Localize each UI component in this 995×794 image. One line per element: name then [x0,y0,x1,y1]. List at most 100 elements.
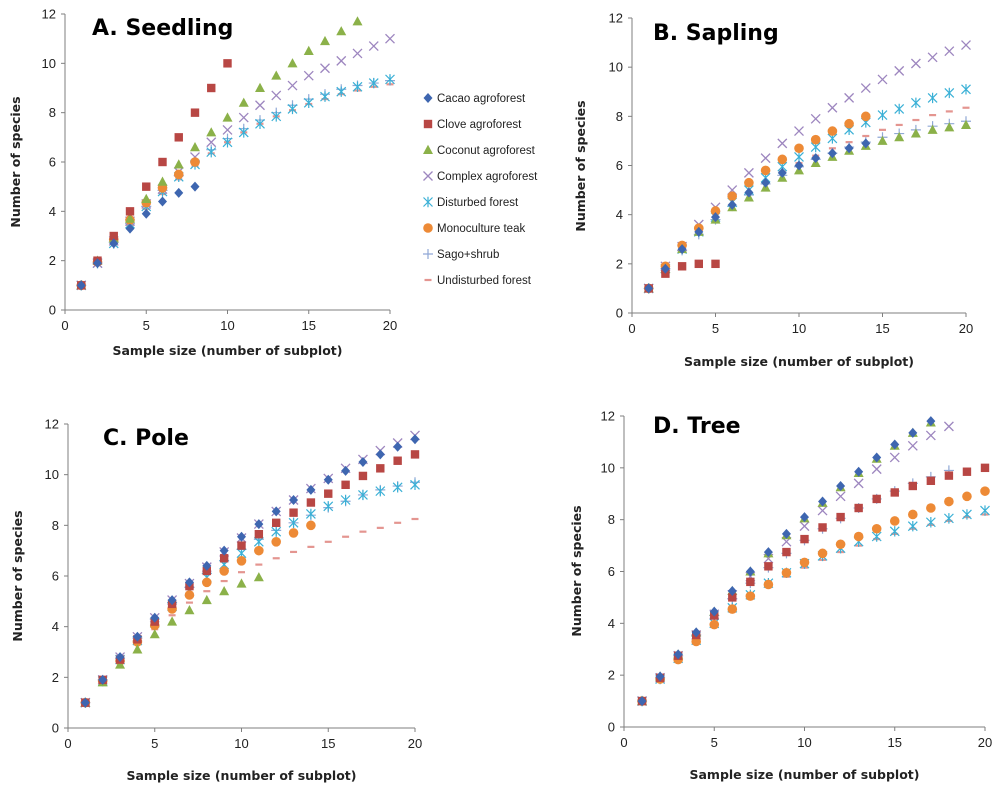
data-point [173,159,184,169]
data-point [287,80,298,91]
data-point [190,181,200,192]
data-point [926,416,936,427]
data-point [76,280,86,291]
data-point [158,157,167,167]
data-point [728,593,737,602]
data-point [323,501,334,512]
data-point [393,441,403,452]
series-complex-agroforest [643,40,971,294]
data-point [677,262,687,271]
data-point [238,112,249,123]
y-tick-label: 12 [45,417,59,432]
data-point [303,45,314,55]
legend-label: Sago+shrub [437,249,499,261]
x-tick-label: 10 [234,736,248,751]
series-complex-agroforest [637,421,954,707]
data-point [190,142,200,152]
data-point [237,531,246,542]
y-axis-title: Number of species [569,505,584,636]
data-point [961,119,971,129]
data-point [908,509,918,520]
data-point [219,566,229,576]
data-point [961,84,971,95]
data-point [289,495,299,505]
series-undisturbed-forest [77,83,394,287]
data-point [925,430,936,441]
x-tick-label: 20 [959,321,973,336]
data-point [743,167,754,178]
series-sago-shrub [80,477,420,708]
series-sago-shrub [637,465,954,707]
x-tick-label: 5 [143,318,150,333]
data-point [254,545,264,556]
series-disturbed-forest [637,505,990,707]
x-tick-label: 15 [875,321,889,336]
data-point [238,127,249,138]
series-undisturbed-forest [638,513,989,703]
data-point [184,577,194,588]
legend-marker [423,144,433,154]
x-tick-label: 0 [628,321,635,336]
data-point [393,456,402,465]
data-point [927,92,938,104]
data-point [255,100,265,111]
data-point [141,208,151,219]
data-point [219,554,229,563]
y-tick-label: 8 [49,105,56,120]
panel-title: B. Sapling [653,21,779,46]
legend-label: Coconut agroforest [437,145,536,157]
x-axis-title: Sample size (number of subplot) [689,767,919,782]
x-axis-title: Sample size (number of subplot) [126,768,356,783]
data-point [760,165,771,176]
data-point [202,560,212,571]
data-point [962,491,972,502]
series-clove-agroforest [77,59,232,290]
data-point [184,605,195,615]
data-point [835,539,846,550]
panel-title: C. Pole [103,426,189,451]
series-sago-shrub [643,116,971,294]
data-point [306,520,316,531]
data-point [255,118,265,129]
data-point [877,109,888,121]
series-clove-agroforest [637,463,990,706]
data-point [943,513,954,524]
data-point [910,97,921,109]
data-point [694,226,704,237]
x-tick-label: 0 [64,736,71,751]
data-point [799,557,810,568]
data-point [810,134,821,145]
x-tick-label: 20 [383,318,397,333]
data-point [836,512,845,522]
y-tick-label: 2 [608,668,615,683]
y-axis-title: Number of species [10,510,25,641]
data-point [287,103,298,115]
data-point [871,523,882,534]
series-sago-shrub [76,75,395,291]
data-point [691,627,701,638]
data-point [644,283,654,294]
data-point [763,579,774,590]
data-point [860,83,871,94]
data-point [709,619,720,630]
data-point [877,135,888,145]
data-point [173,169,184,180]
data-point [167,595,177,606]
legend-label: Cacao agroforest [437,93,526,105]
data-point [305,508,316,520]
data-point [341,465,351,476]
data-point [289,508,298,517]
x-tick-label: 20 [978,735,992,750]
data-point [827,102,838,113]
data-point [341,480,350,489]
y-tick-label: 0 [616,306,623,321]
data-point [115,652,125,663]
y-tick-label: 12 [609,11,623,26]
data-point [844,92,855,103]
data-point [910,128,921,138]
data-point [320,63,330,74]
data-point [889,452,900,463]
data-point [125,213,135,223]
data-point [927,124,938,134]
series-undisturbed-forest [645,106,970,290]
